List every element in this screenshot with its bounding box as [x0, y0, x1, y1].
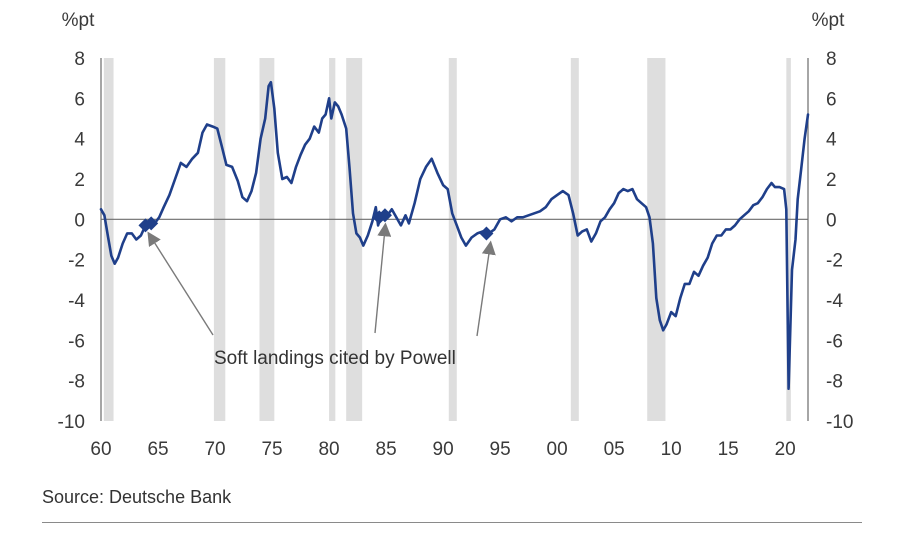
footer-divider [42, 522, 862, 523]
x-tick-label: 80 [318, 439, 339, 460]
source-note: Source: Deutsche Bank [42, 487, 232, 507]
soft-landing-marker [479, 226, 494, 241]
x-tick-label: 70 [204, 439, 225, 460]
soft-landing-marker [144, 216, 159, 231]
soft-landing-marker [377, 208, 392, 223]
y-tick-label-right: 8 [826, 49, 837, 70]
x-tick-label: 10 [661, 439, 682, 460]
y-axis-left-unit: %pt [62, 10, 95, 31]
recession-bar [786, 58, 791, 421]
y-tick-label-right: 6 [826, 89, 837, 110]
x-tick-label: 15 [718, 439, 739, 460]
y-tick-label-left: 4 [74, 130, 85, 151]
y-tick-label-left: 2 [74, 170, 85, 191]
axes: %pt %pt [62, 10, 845, 421]
y-tick-label-left: -10 [58, 412, 85, 433]
x-tick-label: 65 [147, 439, 168, 460]
recession-bar [213, 58, 226, 421]
y-tick-label-left: 6 [74, 89, 85, 110]
y-tick-label-left: -4 [68, 291, 85, 312]
y-tick-label-right: 0 [826, 210, 837, 231]
recession-shading [103, 58, 791, 421]
y-tick-label-right: 4 [826, 130, 837, 151]
annotation-arrow [476, 240, 496, 337]
y-tick-label-left: 8 [74, 49, 85, 70]
x-tick-label: 20 [775, 439, 796, 460]
y-tick-label-left: -2 [68, 251, 85, 272]
y-tick-label-left: -6 [68, 331, 85, 352]
x-tick-label: 05 [604, 439, 625, 460]
y-axis-right-unit: %pt [812, 10, 845, 31]
y-tick-label-right: -10 [826, 412, 853, 433]
annotation-arrow [147, 231, 214, 336]
recession-bar [448, 58, 457, 421]
x-tick-label: 60 [90, 439, 111, 460]
series-layer [99, 80, 810, 390]
recession-bar [647, 58, 666, 421]
x-tick-label: 90 [433, 439, 454, 460]
x-tick-label: 75 [261, 439, 282, 460]
recession-bar [346, 58, 363, 421]
recession-bar [570, 58, 579, 421]
annotation-arrow [374, 222, 392, 334]
y-tick-label-right: 2 [826, 170, 837, 191]
x-tick-label: 85 [376, 439, 397, 460]
annotation: Soft landings cited by Powell [147, 222, 496, 369]
recession-bar [329, 58, 336, 421]
x-tick-label: 00 [547, 439, 568, 460]
y-tick-label-left: -8 [68, 372, 85, 393]
y-tick-label-right: -6 [826, 331, 843, 352]
annotation-text: Soft landings cited by Powell [214, 348, 456, 369]
recession-bar [259, 58, 275, 421]
series-line [99, 80, 810, 390]
y-tick-label-left: 0 [74, 210, 85, 231]
y-tick-label-right: -8 [826, 372, 843, 393]
soft-landing-markers [138, 208, 494, 241]
y-tick-label-right: -2 [826, 251, 843, 272]
y-tick-label-right: -4 [826, 291, 843, 312]
x-tick-label: 95 [490, 439, 511, 460]
